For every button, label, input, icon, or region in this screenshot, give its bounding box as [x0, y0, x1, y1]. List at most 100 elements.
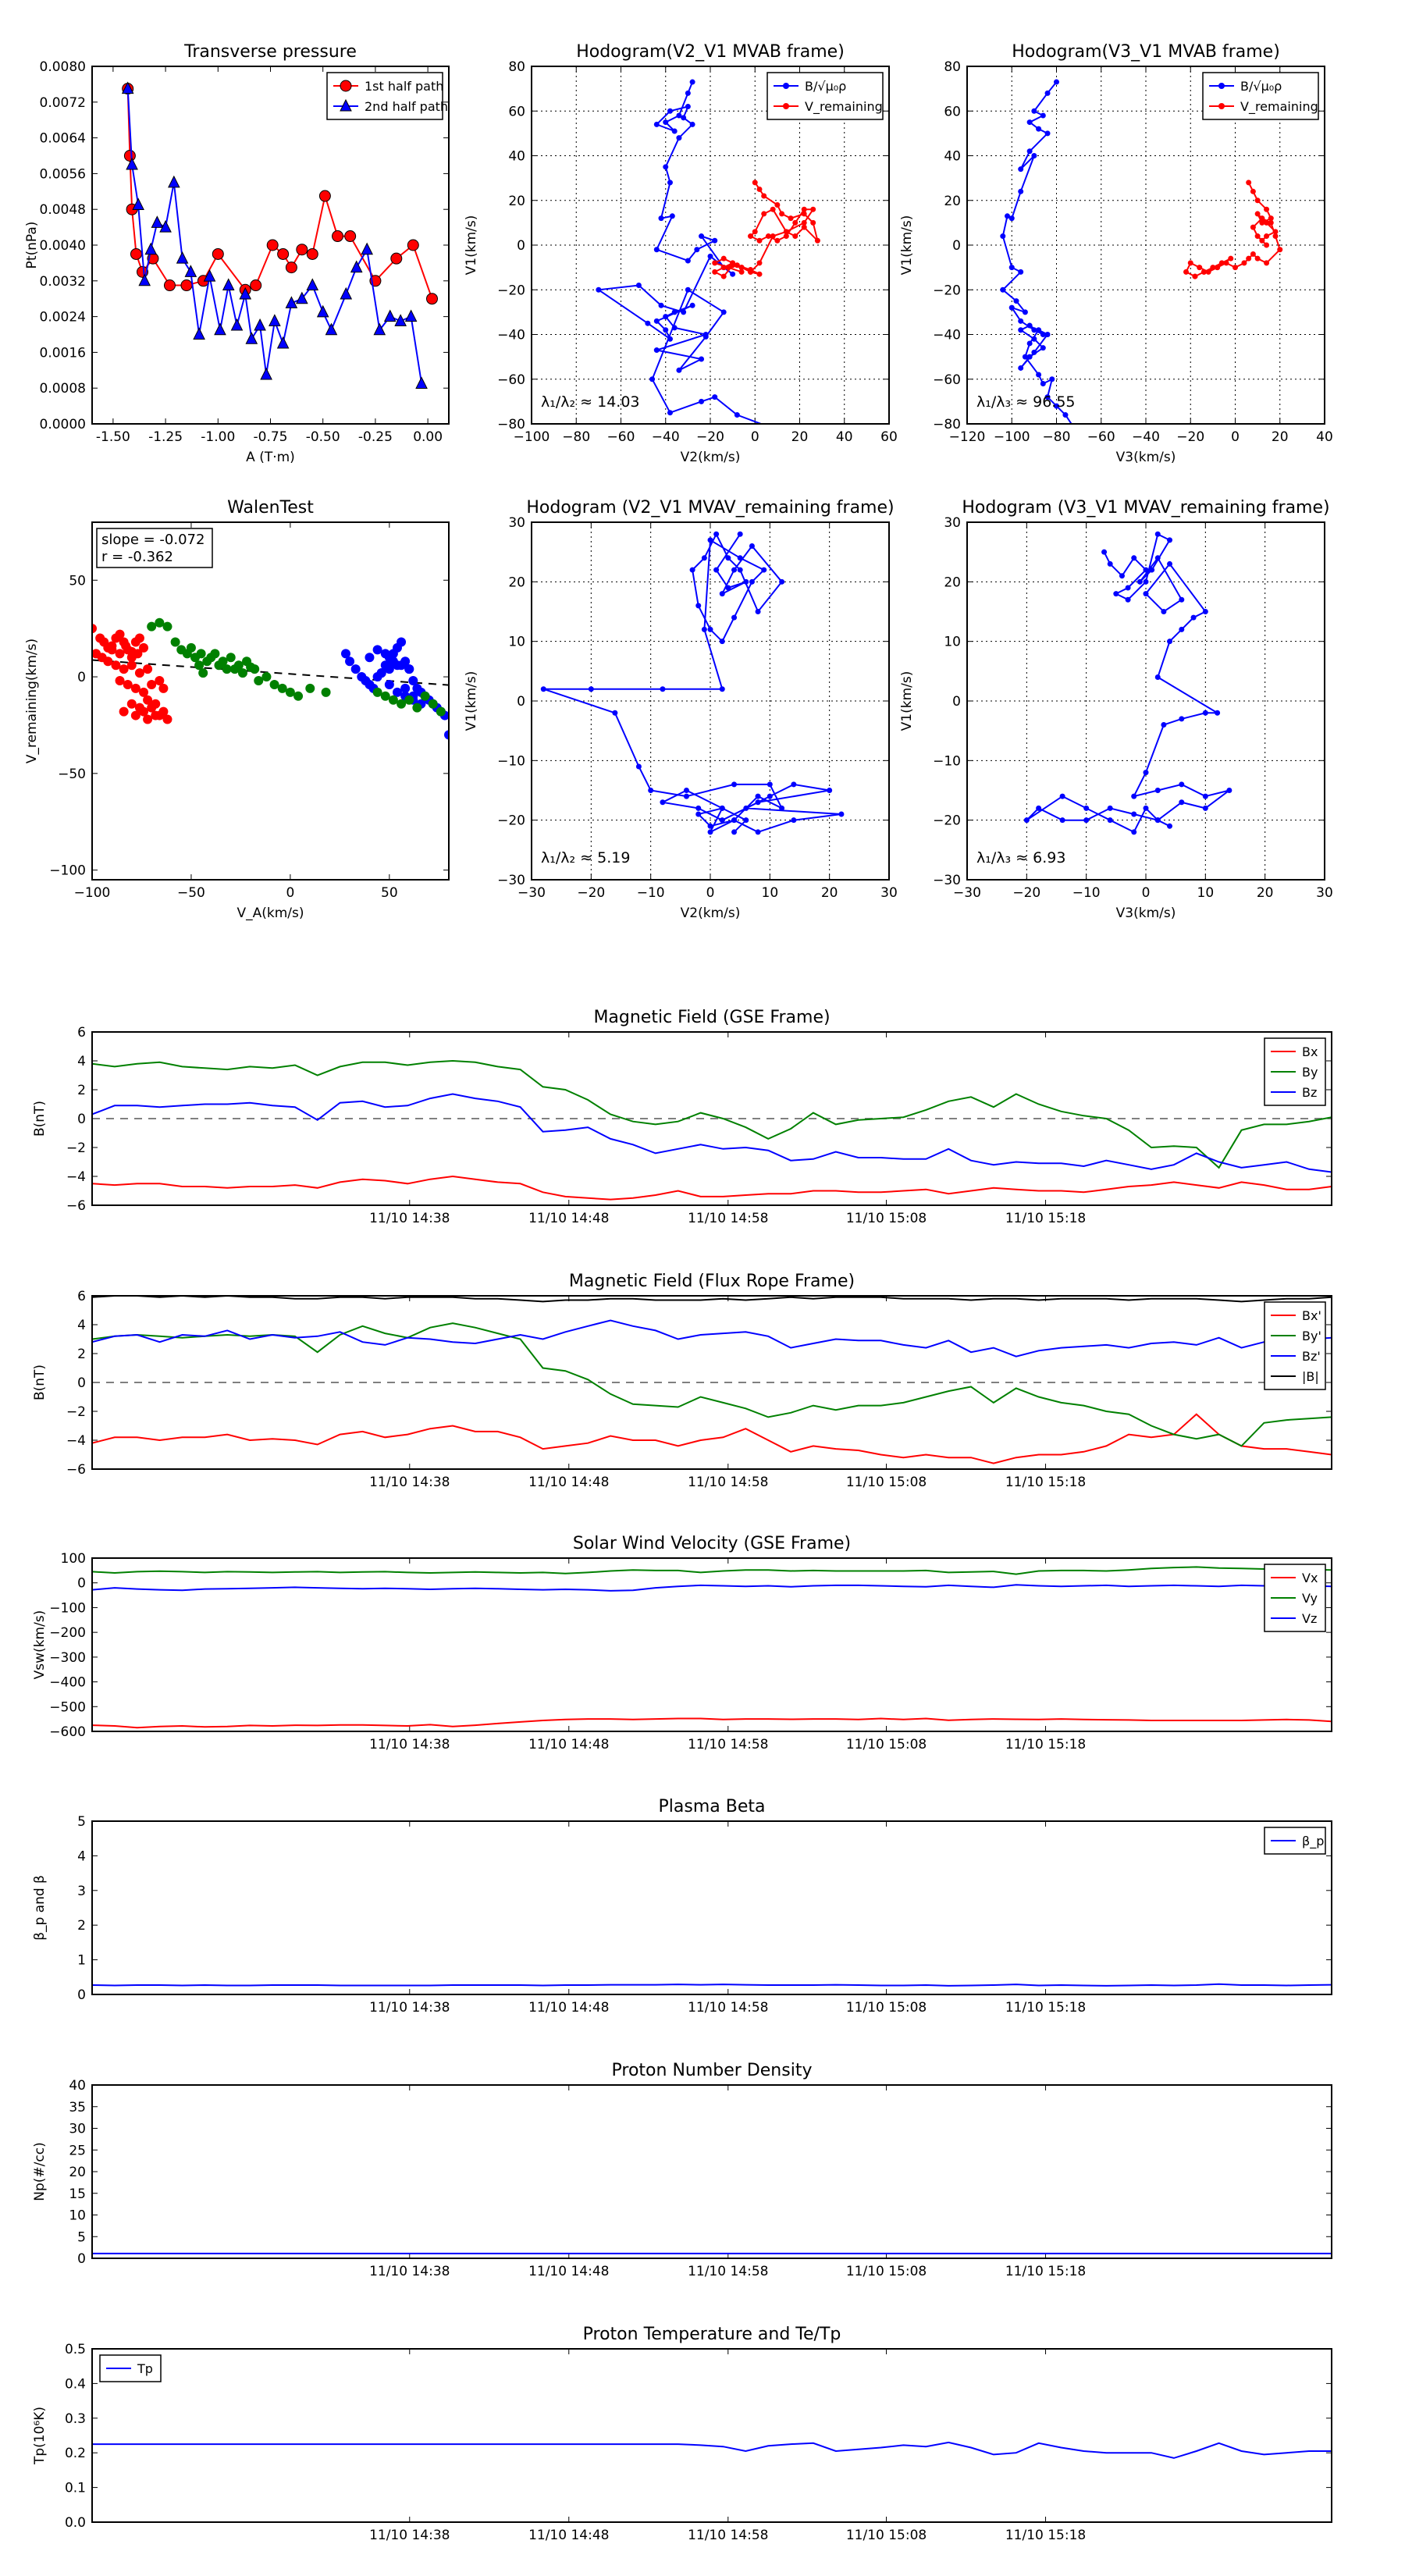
data-point: [155, 617, 165, 628]
y-tick-label: 6: [77, 1289, 86, 1304]
data-marker: [1264, 233, 1270, 240]
data-marker: [707, 253, 713, 259]
data-point: [397, 699, 407, 709]
y-tick-label: 0.0072: [40, 95, 86, 111]
data-marker: [325, 322, 338, 336]
data-marker: [168, 175, 180, 188]
panel-title: WalenTest: [227, 498, 314, 518]
annotation-text: r = -0.362: [101, 549, 173, 565]
data-marker: [1119, 573, 1125, 579]
data-marker: [1226, 788, 1232, 793]
series-line-Vz: [92, 1584, 1332, 1592]
data-marker: [1143, 805, 1149, 811]
x-axis-label: V3(km/s): [1116, 906, 1176, 921]
data-marker: [671, 309, 678, 315]
data-marker: [138, 273, 151, 286]
data-point: [155, 676, 165, 686]
data-marker: [212, 247, 224, 260]
plot-frame: [91, 1295, 1332, 1470]
legend-label: Bx': [1302, 1308, 1321, 1323]
data-marker: [1040, 380, 1046, 386]
panel-title: Plasma Beta: [659, 1797, 766, 1816]
x-tick-label: −20: [1012, 885, 1040, 901]
y-tick-label: 0.1: [65, 2481, 86, 2496]
x-tick-label: −20: [577, 885, 605, 901]
data-point: [170, 637, 180, 647]
data-marker: [685, 104, 691, 110]
x-tick-label: 11/10 14:38: [369, 2528, 450, 2543]
plot-area: [92, 1059, 1332, 1201]
x-tick-label: -0.25: [358, 429, 393, 445]
data-marker: [404, 309, 418, 322]
legend-label: |B|: [1302, 1369, 1319, 1384]
data-marker: [649, 376, 656, 382]
y-tick-label: −60: [933, 372, 961, 388]
data-marker: [361, 242, 373, 255]
data-marker: [1254, 197, 1261, 204]
x-tick-label: −80: [1043, 429, 1071, 445]
panel-b_gse: Magnetic Field (GSE Frame) 11/10 14:38 11/…: [32, 1008, 1332, 1226]
x-tick-label: −50: [177, 885, 205, 901]
x-tick-label: 11/10 15:08: [846, 2000, 927, 2016]
data-marker: [1031, 349, 1037, 355]
plot-area: [92, 1296, 1332, 1464]
ratio-annotation: λ₁/λ₂ ≈ 5.19: [541, 849, 630, 866]
data-marker: [1264, 219, 1270, 226]
data-marker: [792, 219, 799, 226]
data-marker: [407, 239, 419, 251]
series-line-β_p: [92, 1983, 1332, 1987]
data-point: [210, 649, 220, 659]
y-tick-label: 2: [77, 1083, 86, 1098]
data-marker: [1272, 233, 1279, 240]
x-tick-label: 11/10 14:48: [528, 2264, 609, 2279]
data-point: [103, 656, 113, 667]
y-axis-label: β_p and β: [32, 1875, 48, 1941]
data-point: [380, 649, 390, 659]
data-point: [372, 687, 382, 697]
data-marker: [699, 356, 705, 362]
data-marker: [1049, 376, 1055, 382]
data-point: [226, 653, 236, 663]
data-marker: [788, 215, 794, 222]
data-point: [372, 645, 382, 655]
x-tick-label: 11/10 15:18: [1005, 2528, 1086, 2543]
data-marker: [1228, 255, 1234, 262]
y-tick-label: 0.0016: [40, 345, 86, 361]
data-marker: [725, 585, 731, 591]
y-tick-label: 0.0024: [40, 310, 86, 326]
data-point: [261, 672, 272, 682]
y-tick-label: 6: [77, 1025, 86, 1041]
data-marker: [783, 233, 789, 240]
plot-area: [540, 531, 845, 835]
y-tick-label: 10: [69, 2208, 86, 2224]
data-marker: [658, 302, 664, 308]
y-tick-label: 20: [69, 2165, 86, 2180]
data-marker: [1031, 336, 1037, 342]
data-marker: [667, 410, 673, 416]
legend-label: Bx: [1302, 1044, 1318, 1059]
x-tick-label: 30: [1316, 885, 1333, 901]
data-marker: [203, 269, 216, 282]
y-tick-label: 5: [77, 2229, 86, 2245]
data-marker: [767, 793, 773, 799]
y-tick-label: 0.2: [65, 2446, 86, 2461]
data-marker: [801, 219, 807, 226]
plot-frame: [91, 2084, 1332, 2259]
y-tick-label: −80: [497, 417, 525, 432]
data-marker: [738, 269, 745, 275]
data-marker: [713, 531, 720, 537]
data-marker: [1026, 322, 1033, 329]
data-marker: [667, 336, 673, 342]
data-point: [350, 664, 361, 674]
data-point: [123, 679, 133, 689]
data-marker: [1018, 166, 1024, 173]
legend-label: Bz': [1302, 1349, 1321, 1364]
data-marker: [1059, 817, 1065, 824]
data-marker: [254, 318, 266, 331]
data-point: [92, 624, 97, 634]
series-line-Bz': [92, 1319, 1332, 1357]
data-point: [384, 664, 394, 674]
data-marker: [214, 322, 226, 336]
data-marker: [752, 229, 758, 235]
data-marker: [1179, 781, 1185, 788]
